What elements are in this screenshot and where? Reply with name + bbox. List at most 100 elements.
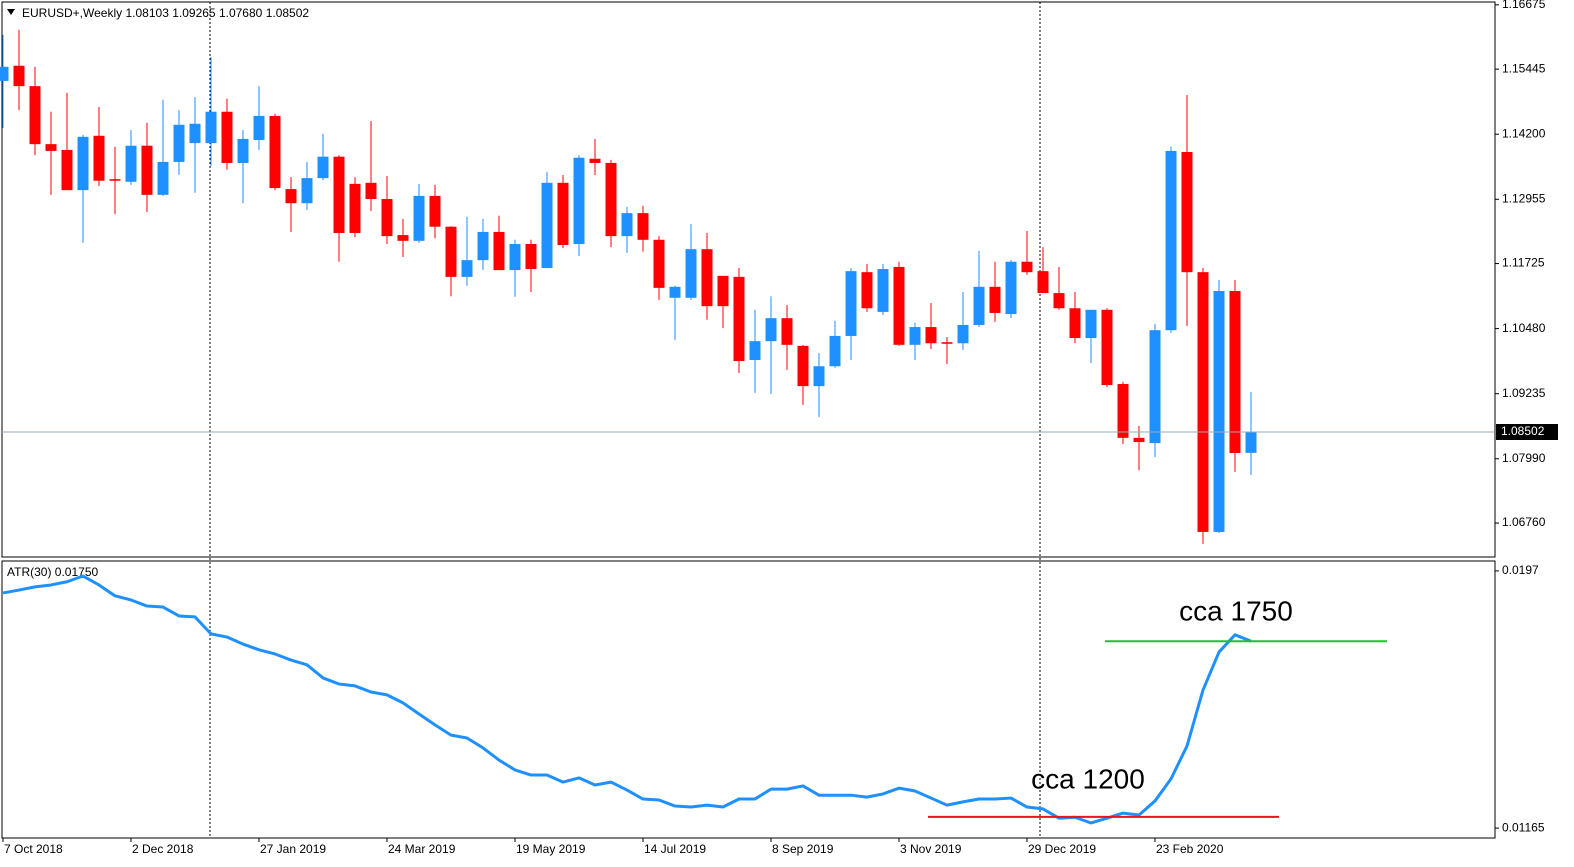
candle-body [621, 213, 633, 237]
candle-body [541, 182, 553, 269]
candle-body [557, 182, 569, 246]
candle-body [1213, 290, 1225, 532]
candle-body [909, 327, 921, 345]
annotation-text: cca 1200 [1031, 763, 1145, 794]
candle-body [1133, 437, 1145, 443]
candle-body [973, 286, 985, 325]
candle-body [301, 178, 313, 204]
candle-body [1149, 330, 1161, 444]
candle-body [93, 135, 105, 181]
candle-body [989, 286, 1001, 313]
candle-body [0, 66, 9, 81]
candle-body [749, 341, 761, 360]
candle-body [1229, 290, 1241, 454]
y-tick-label: 1.15445 [1502, 61, 1546, 75]
candle-body [221, 111, 233, 163]
x-tick-label: 7 Oct 2018 [4, 842, 63, 856]
candle-body [941, 342, 953, 344]
candle-body [381, 199, 393, 237]
candle-body [13, 65, 25, 87]
candle-body [173, 124, 185, 162]
symbol-header: EURUSD+,Weekly 1.08103 1.09265 1.07680 1… [22, 6, 309, 20]
candle-body [1021, 261, 1033, 273]
low-label: 1.07680 [219, 6, 263, 20]
menu-arrow[interactable] [7, 9, 15, 15]
candle-body [733, 276, 745, 362]
candle-body [957, 324, 969, 344]
candle-body [637, 213, 649, 240]
atr-panel [1, 560, 1496, 839]
candle-body [669, 286, 681, 298]
current-price-label: 1.08502 [1501, 424, 1545, 438]
x-tick-label: 14 Jul 2019 [644, 842, 706, 856]
y-tick-label: 0.01165 [1502, 820, 1545, 834]
candle-body [253, 115, 265, 140]
y-tick-label: 1.09235 [1502, 386, 1546, 400]
candle-body [493, 231, 505, 271]
candle-body [109, 179, 121, 181]
y-tick-label: 1.14200 [1502, 126, 1546, 140]
candle-body [685, 249, 697, 298]
open-label: 1.08103 [125, 6, 169, 20]
candle-body [1245, 431, 1257, 453]
x-tick-label: 3 Nov 2019 [900, 842, 962, 856]
symbol: EURUSD+,Weekly [22, 6, 122, 20]
x-tick-label: 24 Mar 2019 [388, 842, 456, 856]
x-tick-label: 2 Dec 2018 [132, 842, 194, 856]
y-tick-label: 1.10480 [1502, 321, 1546, 335]
atr-line [2, 574, 1252, 825]
candle-body [445, 226, 457, 277]
candle-body [29, 86, 41, 145]
x-tick-label: 19 May 2019 [516, 842, 586, 856]
candle-body [1101, 309, 1113, 386]
candle-body [317, 156, 329, 179]
candle-body [477, 231, 489, 261]
x-tick-label: 23 Feb 2020 [1156, 842, 1224, 856]
candle-body [397, 235, 409, 241]
candle-body [893, 266, 905, 345]
candle-body [877, 269, 889, 312]
candle-body [701, 249, 713, 307]
candle-body [525, 243, 537, 270]
close-label: 1.08502 [266, 6, 310, 20]
candle-body [845, 271, 857, 336]
candle-body [717, 275, 729, 307]
candle-body [365, 182, 377, 200]
atr-header: ATR(30) 0.01750 [7, 565, 99, 579]
candle-body [605, 162, 617, 237]
x-tick-label: 27 Jan 2019 [260, 842, 326, 856]
candle-body [461, 260, 473, 277]
candle-body [269, 115, 281, 189]
x-tick-label: 29 Dec 2019 [1028, 842, 1096, 856]
candle-body [237, 138, 249, 163]
y-tick-label: 1.12955 [1502, 191, 1546, 205]
candle-body [141, 145, 153, 195]
candle-body [765, 318, 777, 342]
candle-body [1181, 151, 1193, 273]
candle-body [205, 111, 217, 144]
high-label: 1.09265 [172, 6, 216, 20]
candle-body [1117, 384, 1129, 438]
y-tick-label: 0.0197 [1502, 563, 1539, 577]
candle-body [1053, 293, 1065, 309]
candle-body [509, 243, 521, 271]
candle-body [189, 123, 201, 144]
candle-body [797, 345, 809, 387]
candle-body [157, 161, 169, 195]
candle-body [61, 149, 73, 191]
candle-body [813, 366, 825, 387]
candle-body [333, 156, 345, 233]
candle-body [573, 157, 585, 244]
candle-body [1085, 309, 1097, 339]
candle-body [653, 239, 665, 288]
candle-body [861, 272, 873, 309]
candle-body [1197, 272, 1209, 532]
y-tick-label: 1.06760 [1502, 515, 1546, 529]
candle-body [1069, 308, 1081, 339]
candle-body [1165, 150, 1177, 331]
candle-body [781, 318, 793, 345]
candle-body [349, 183, 361, 233]
annotation-text: cca 1750 [1179, 596, 1293, 627]
